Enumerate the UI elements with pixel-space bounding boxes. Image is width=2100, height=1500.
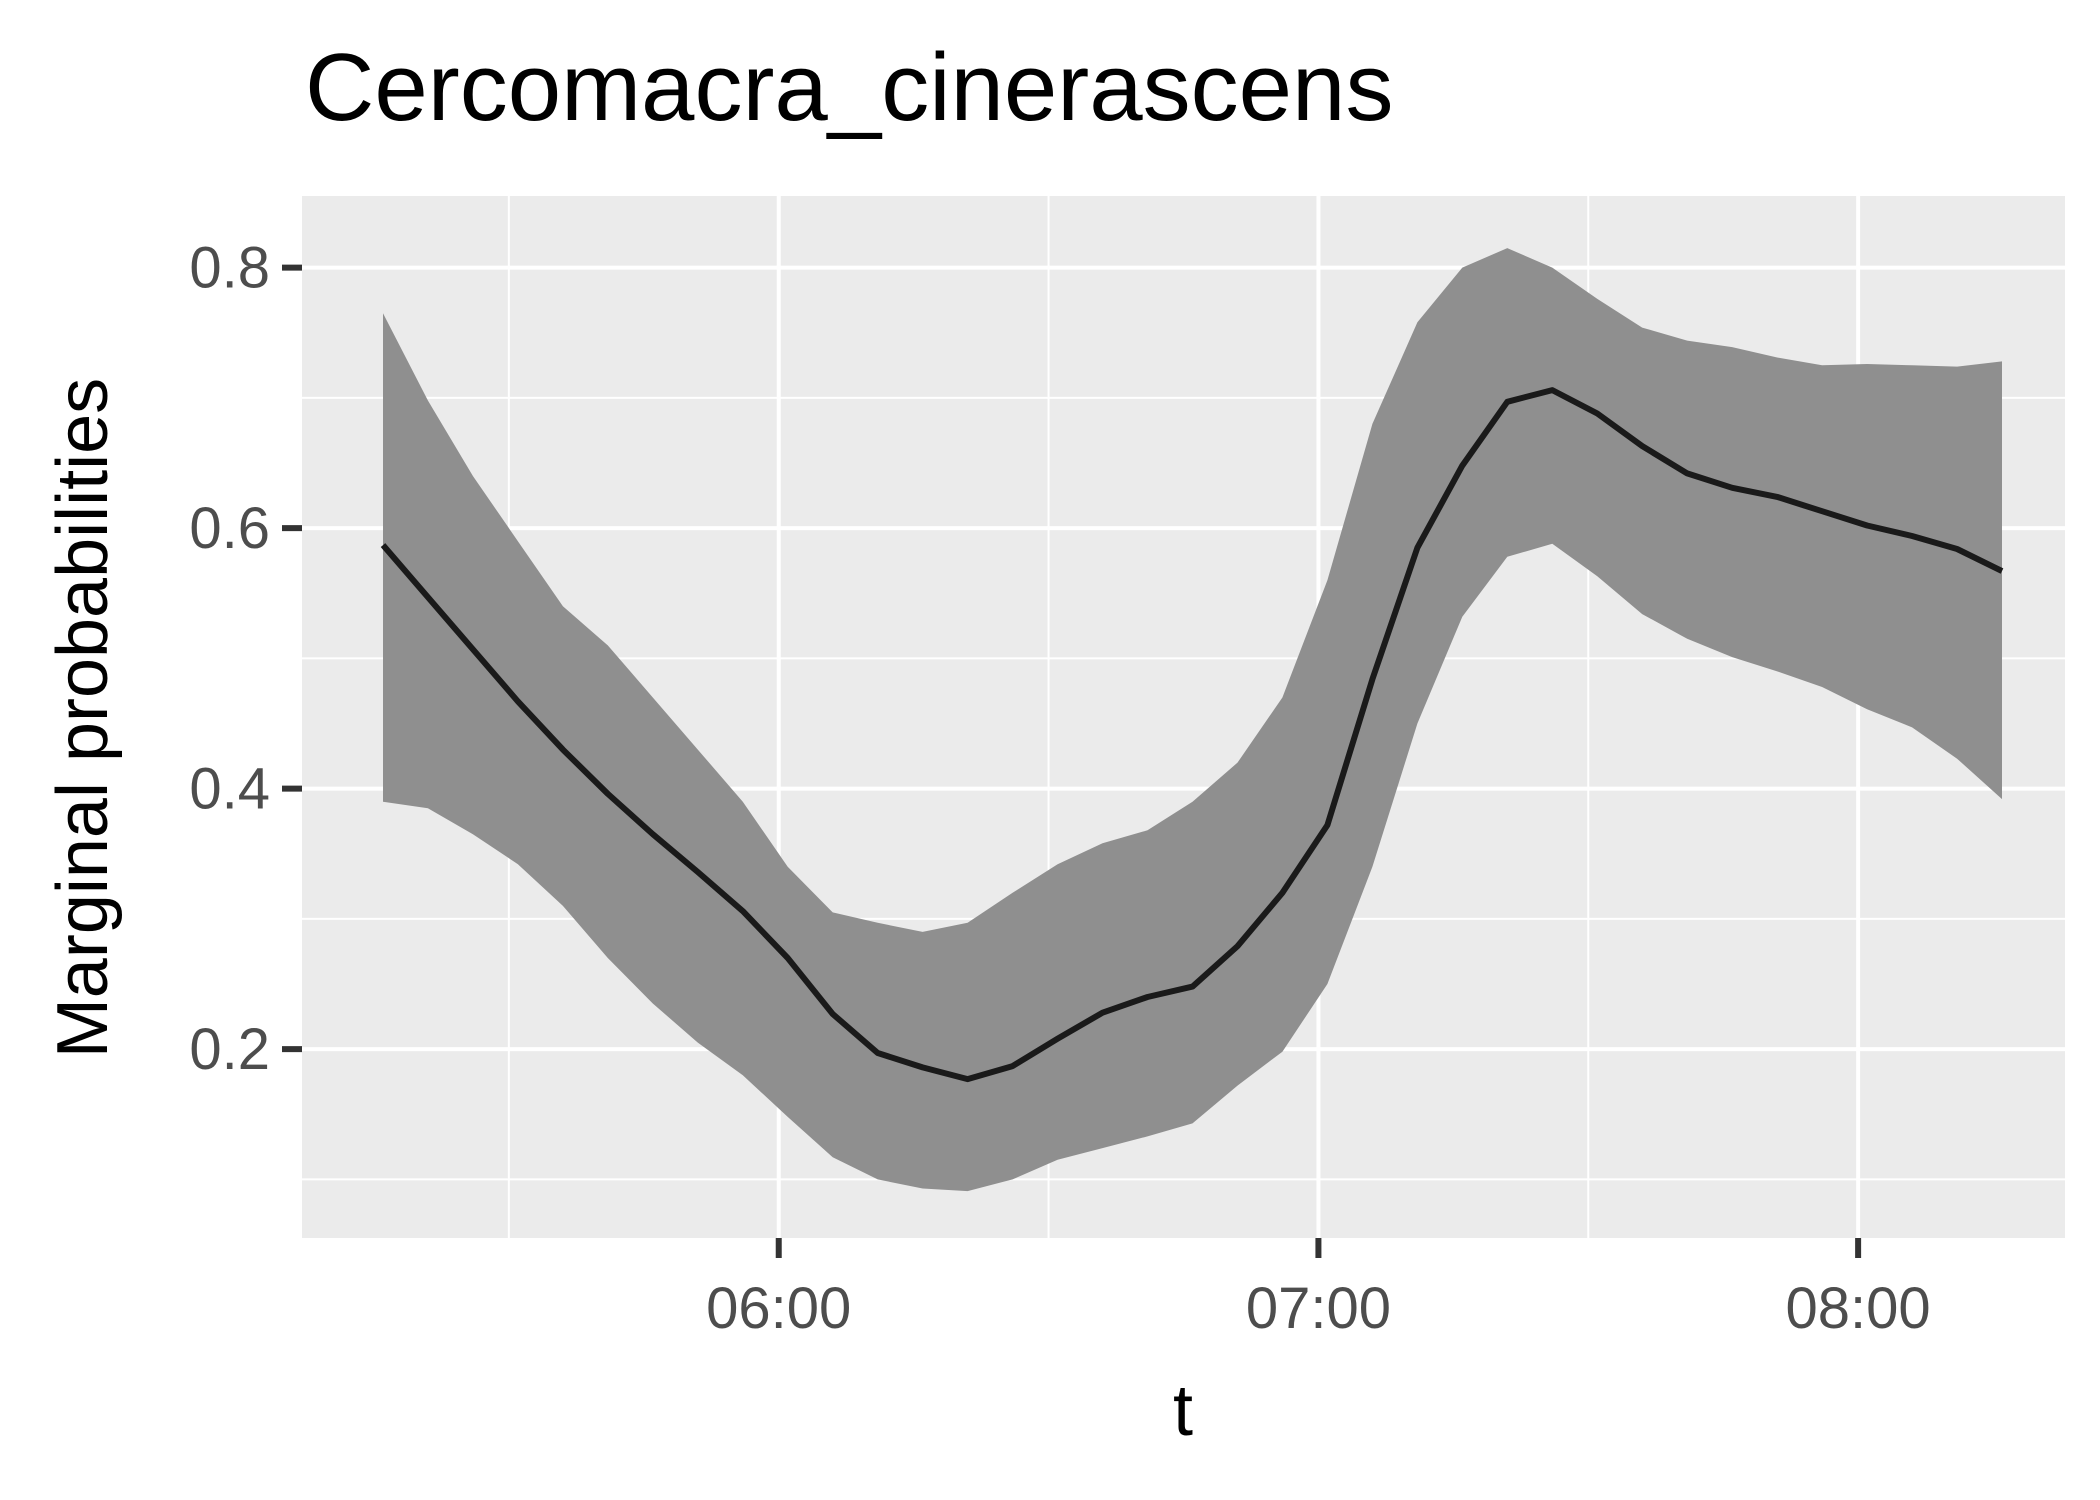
y-tick-label: 0.6 [189,496,270,561]
x-axis: 06:00 07:00 08:00 [706,1238,1931,1341]
series-line [380,387,2004,1083]
plot-panel [302,196,2065,1238]
x-axis-title: t [1173,1371,1193,1451]
x-tick-label: 06:00 [706,1276,851,1341]
y-tick-label: 0.8 [189,236,270,301]
y-axis-title: Marginal probabilities [43,378,123,1058]
y-axis: 0.2 0.4 0.6 0.8 [189,236,302,1082]
x-tick-label: 07:00 [1246,1276,1391,1341]
y-tick-label: 0.2 [189,1017,270,1082]
x-tick-label: 08:00 [1786,1276,1931,1341]
y-tick-label: 0.4 [189,757,270,822]
chart-title: Cercomacra_cinerascens [305,34,1393,141]
